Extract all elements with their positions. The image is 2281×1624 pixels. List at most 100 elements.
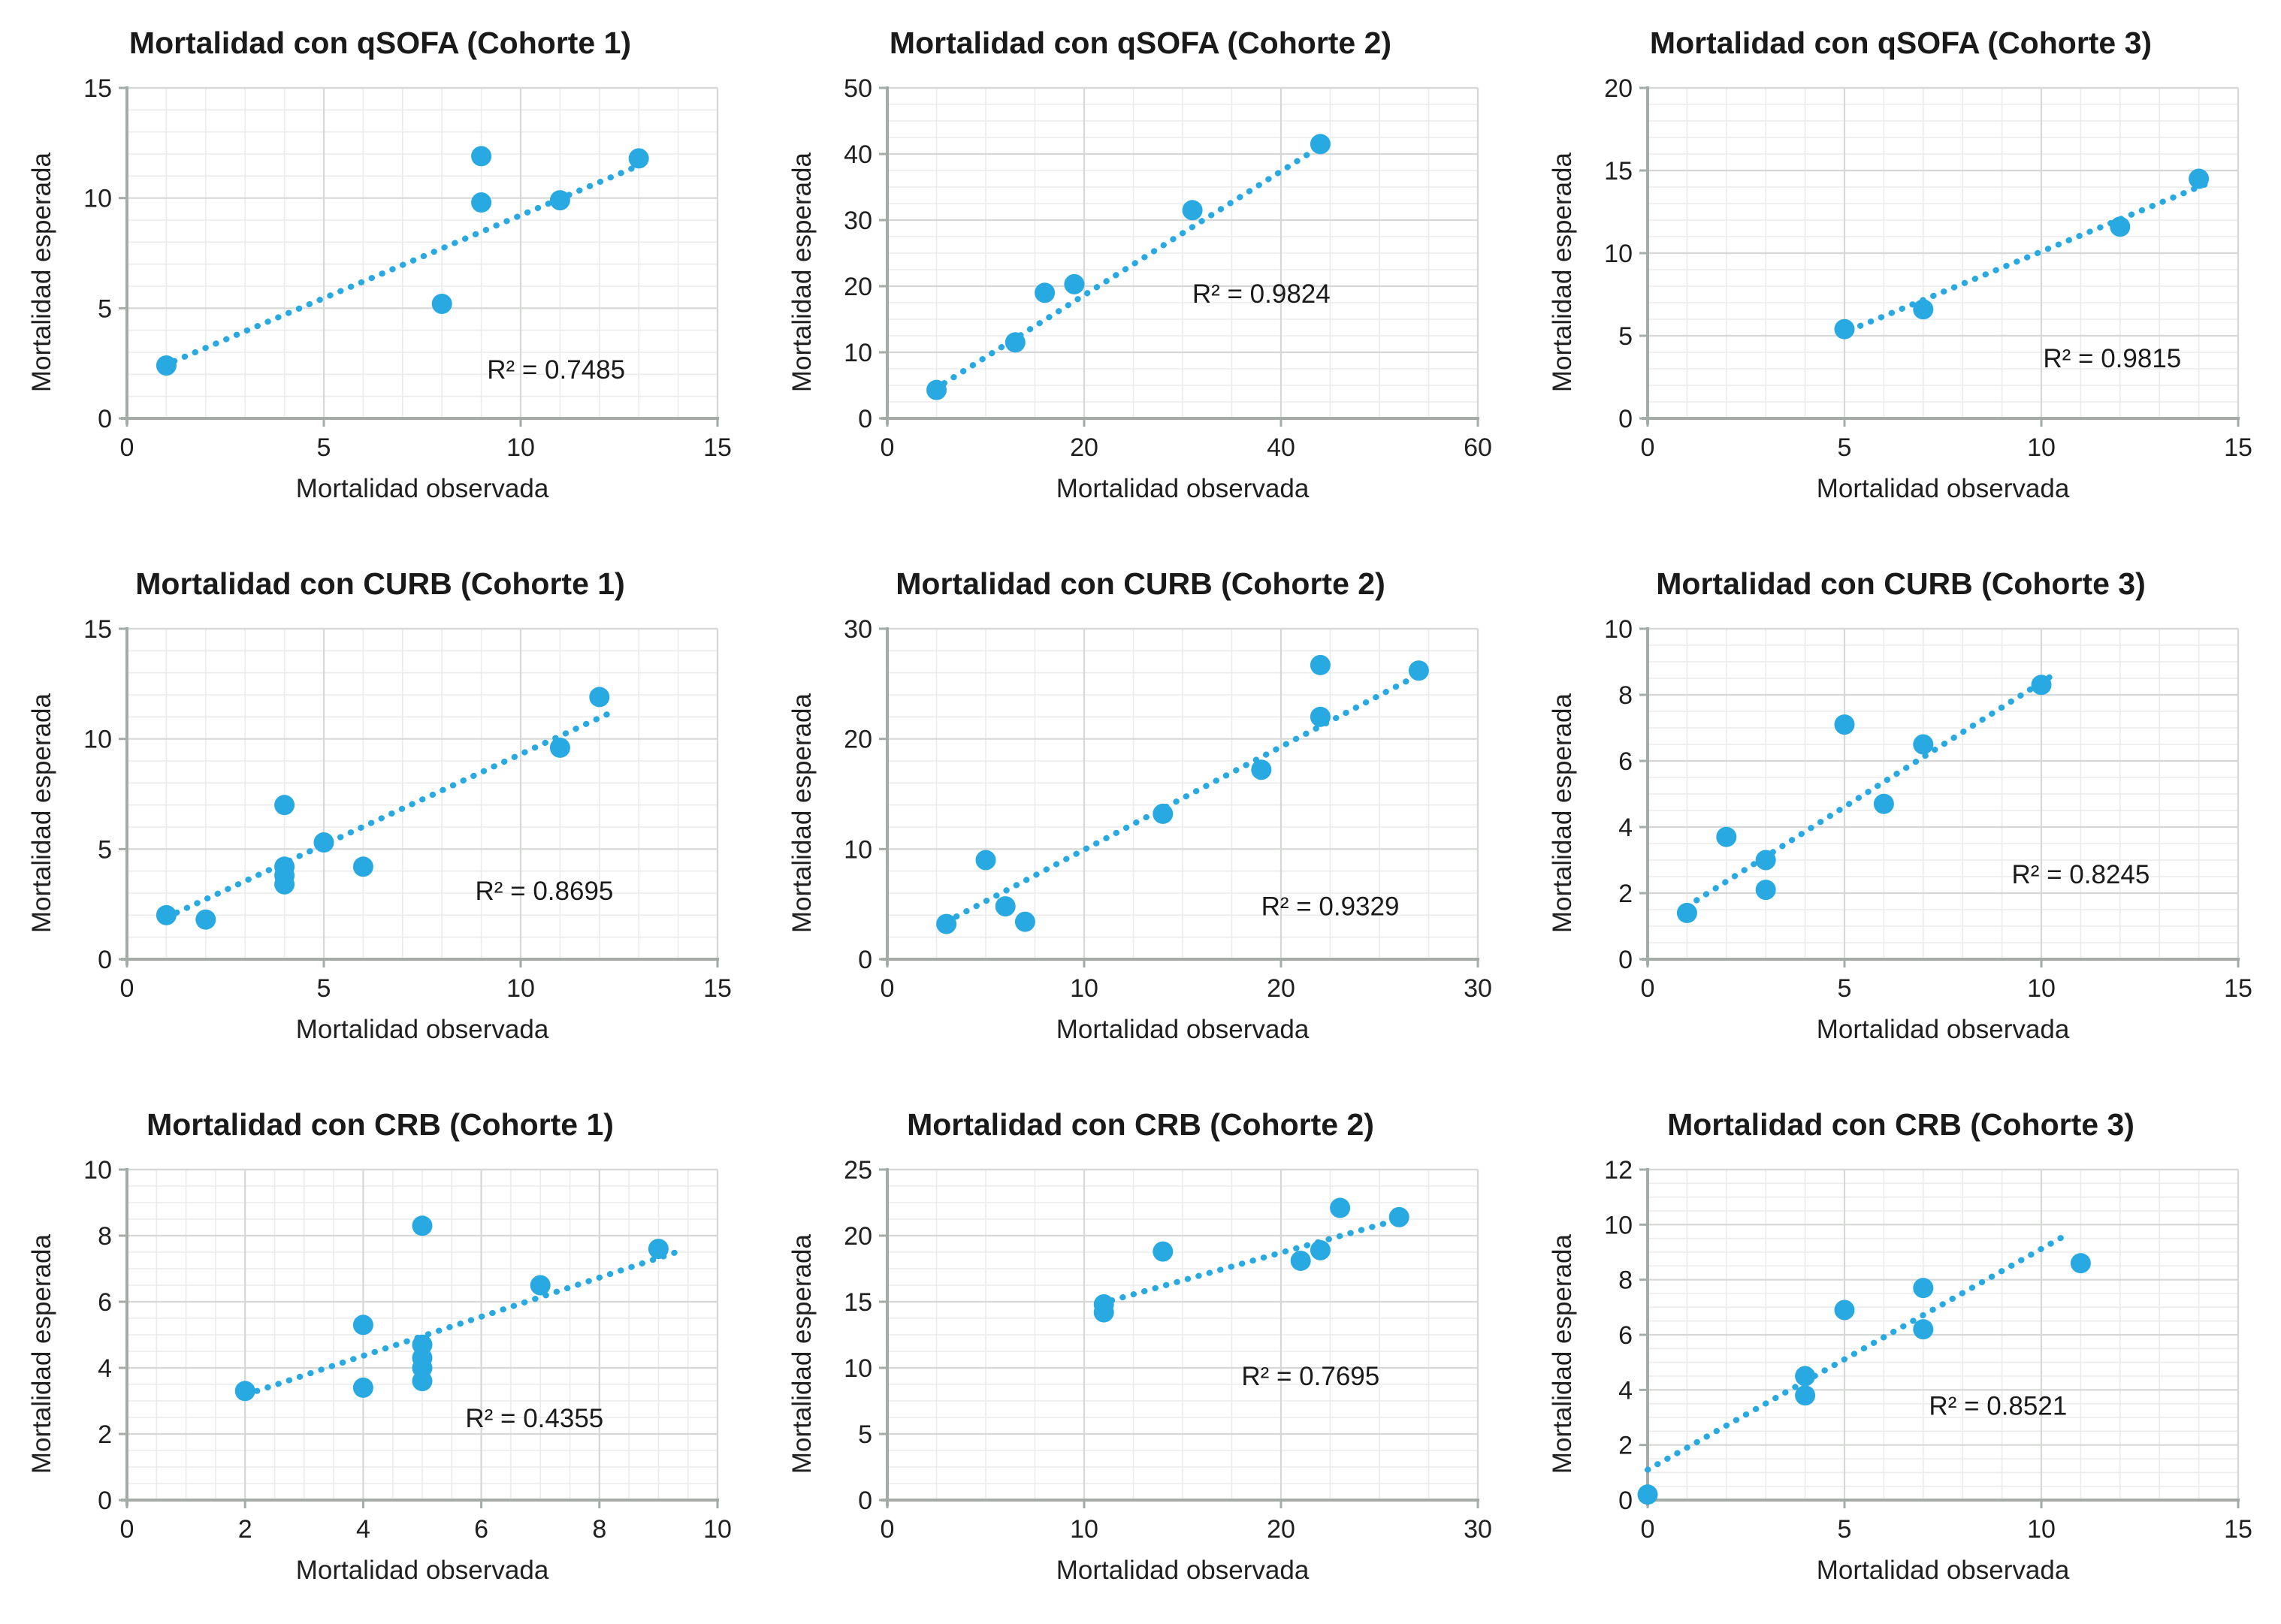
chart-title: Mortalidad con CURB (Cohorte 2) <box>896 566 1385 601</box>
x-tick-label: 0 <box>1641 1515 1655 1544</box>
data-point <box>1873 793 1894 814</box>
y-tick-label: 0 <box>1618 946 1633 974</box>
x-tick-label: 30 <box>1464 974 1492 1003</box>
data-point <box>1290 1250 1311 1271</box>
tick-labels: 0 2 4 6 8 10 0 2 4 6 8 10 <box>83 1159 732 1544</box>
y-tick-label: 15 <box>1604 157 1633 186</box>
data-points <box>936 654 1429 934</box>
data-point <box>549 737 570 758</box>
plot-row: Mortalidad esperada 0 5 10 15 0 5 10 15 20 R² = 0… <box>1544 77 2258 468</box>
y-tick-label: 10 <box>83 726 112 754</box>
data-point <box>1913 1278 1934 1299</box>
data-points <box>156 687 610 930</box>
x-tick-label: 4 <box>356 1515 370 1544</box>
y-tick-label: 4 <box>98 1354 112 1383</box>
y-tick-label: 20 <box>1604 77 1633 103</box>
x-tick-label: 0 <box>1641 974 1655 1003</box>
y-tick-label: 0 <box>98 946 112 974</box>
r2-annotation: R² = 0.7695 <box>1241 1362 1379 1391</box>
y-tick-label: 0 <box>858 405 872 433</box>
chart-qsofa-cohorte-2: Mortalidad con qSOFA (Cohorte 2) Mortali… <box>760 0 1521 541</box>
x-tick-label: 0 <box>120 1515 134 1544</box>
plot-area: 0 20 40 60 0 10 20 30 40 50 R² = 0.9824 <box>844 77 1492 462</box>
data-point <box>648 1239 669 1260</box>
x-axis-label: Mortalidad observada <box>295 1015 549 1044</box>
x-axis-label: Mortalidad observada <box>295 1556 549 1585</box>
x-tick-label: 0 <box>881 1515 895 1544</box>
x-tick-label: 10 <box>1070 1515 1098 1544</box>
axes <box>1639 627 2240 967</box>
y-tick-label: 20 <box>844 1222 872 1251</box>
data-point <box>589 687 610 708</box>
y-tick-label: 5 <box>858 1420 872 1449</box>
y-axis-label: Mortalidad esperada <box>1548 152 1577 393</box>
axes <box>1639 1168 2240 1508</box>
data-point <box>1834 318 1855 340</box>
data-point <box>549 190 570 211</box>
data-point <box>1637 1484 1658 1505</box>
x-axis-label: Mortalidad observada <box>1056 1556 1310 1585</box>
y-tick-label: 6 <box>98 1288 112 1317</box>
y-tick-label: 15 <box>844 1288 872 1317</box>
x-tick-label: 10 <box>2027 433 2056 462</box>
y-tick-label: 5 <box>98 294 112 323</box>
x-tick-label: 6 <box>474 1515 488 1544</box>
y-tick-label: 6 <box>1618 747 1633 776</box>
gridlines <box>125 86 719 420</box>
trendline <box>1684 672 2056 910</box>
tick-labels: 0 20 40 60 0 10 20 30 40 50 <box>844 77 1492 462</box>
r2-annotation: R² = 0.8521 <box>1929 1391 2067 1420</box>
x-tick-label: 8 <box>592 1515 606 1544</box>
x-tick-label: 2 <box>238 1515 252 1544</box>
data-point <box>352 1377 373 1398</box>
x-tick-label: 0 <box>120 974 134 1003</box>
plot-row: Mortalidad esperada 0 5 10 15 0 5 10 15 R² = 0.8… <box>23 618 737 1009</box>
y-tick-label: 10 <box>844 835 872 864</box>
y-tick-label: 4 <box>1618 814 1633 842</box>
y-tick-label: 40 <box>844 140 872 169</box>
chart-title: Mortalidad con CRB (Cohorte 3) <box>1667 1107 2134 1142</box>
x-tick-label: 5 <box>1838 974 1852 1003</box>
x-tick-label: 0 <box>881 433 895 462</box>
y-axis-label: Mortalidad esperada <box>1548 1234 1577 1475</box>
data-point <box>234 1381 255 1402</box>
data-point <box>274 795 295 816</box>
r2-annotation: R² = 0.8245 <box>2011 860 2150 889</box>
r2-annotation: R² = 0.7485 <box>487 355 625 385</box>
chart-title: Mortalidad con CURB (Cohorte 3) <box>1656 566 2146 601</box>
data-point <box>995 896 1016 917</box>
data-point <box>1913 1319 1934 1340</box>
x-tick-label: 5 <box>1838 1515 1852 1544</box>
data-point <box>195 909 216 930</box>
axes <box>119 627 719 967</box>
x-tick-label: 20 <box>1267 974 1295 1003</box>
chart-curb-cohorte-1: Mortalidad con CURB (Cohorte 1) Mortalid… <box>0 541 760 1082</box>
chart-curb-cohorte-3: Mortalidad con CURB (Cohorte 3) Mortalid… <box>1521 541 2281 1082</box>
y-tick-label: 2 <box>1618 880 1633 908</box>
y-tick-label: 10 <box>1604 240 1633 268</box>
data-point <box>1755 850 1776 871</box>
data-point <box>530 1275 551 1296</box>
y-tick-label: 10 <box>1604 618 1633 644</box>
plot-area: 0 10 20 30 0 10 20 30 R² = 0.9329 <box>844 618 1492 1003</box>
data-point <box>2070 1253 2091 1274</box>
tick-labels: 0 5 10 15 0 5 10 15 <box>83 77 732 462</box>
y-tick-label: 0 <box>858 1487 872 1515</box>
chart-title: Mortalidad con CRB (Cohorte 1) <box>147 1107 614 1142</box>
chart-title: Mortalidad con qSOFA (Cohorte 1) <box>128 26 632 60</box>
y-axis-label: Mortalidad esperada <box>27 1234 56 1475</box>
y-tick-label: 6 <box>1618 1321 1633 1350</box>
y-tick-label: 15 <box>83 77 112 103</box>
y-tick-label: 12 <box>1604 1159 1633 1185</box>
y-tick-label: 0 <box>1618 1487 1633 1515</box>
x-tick-label: 15 <box>703 974 732 1003</box>
y-axis-label: Mortalidad esperada <box>787 693 817 934</box>
axes <box>119 1168 719 1508</box>
y-axis-label: Mortalidad esperada <box>1548 693 1577 934</box>
axes <box>879 86 1479 427</box>
y-tick-label: 30 <box>844 207 872 235</box>
r2-annotation: R² = 0.9824 <box>1192 279 1331 309</box>
data-point <box>1310 654 1331 675</box>
x-tick-label: 10 <box>506 433 535 462</box>
